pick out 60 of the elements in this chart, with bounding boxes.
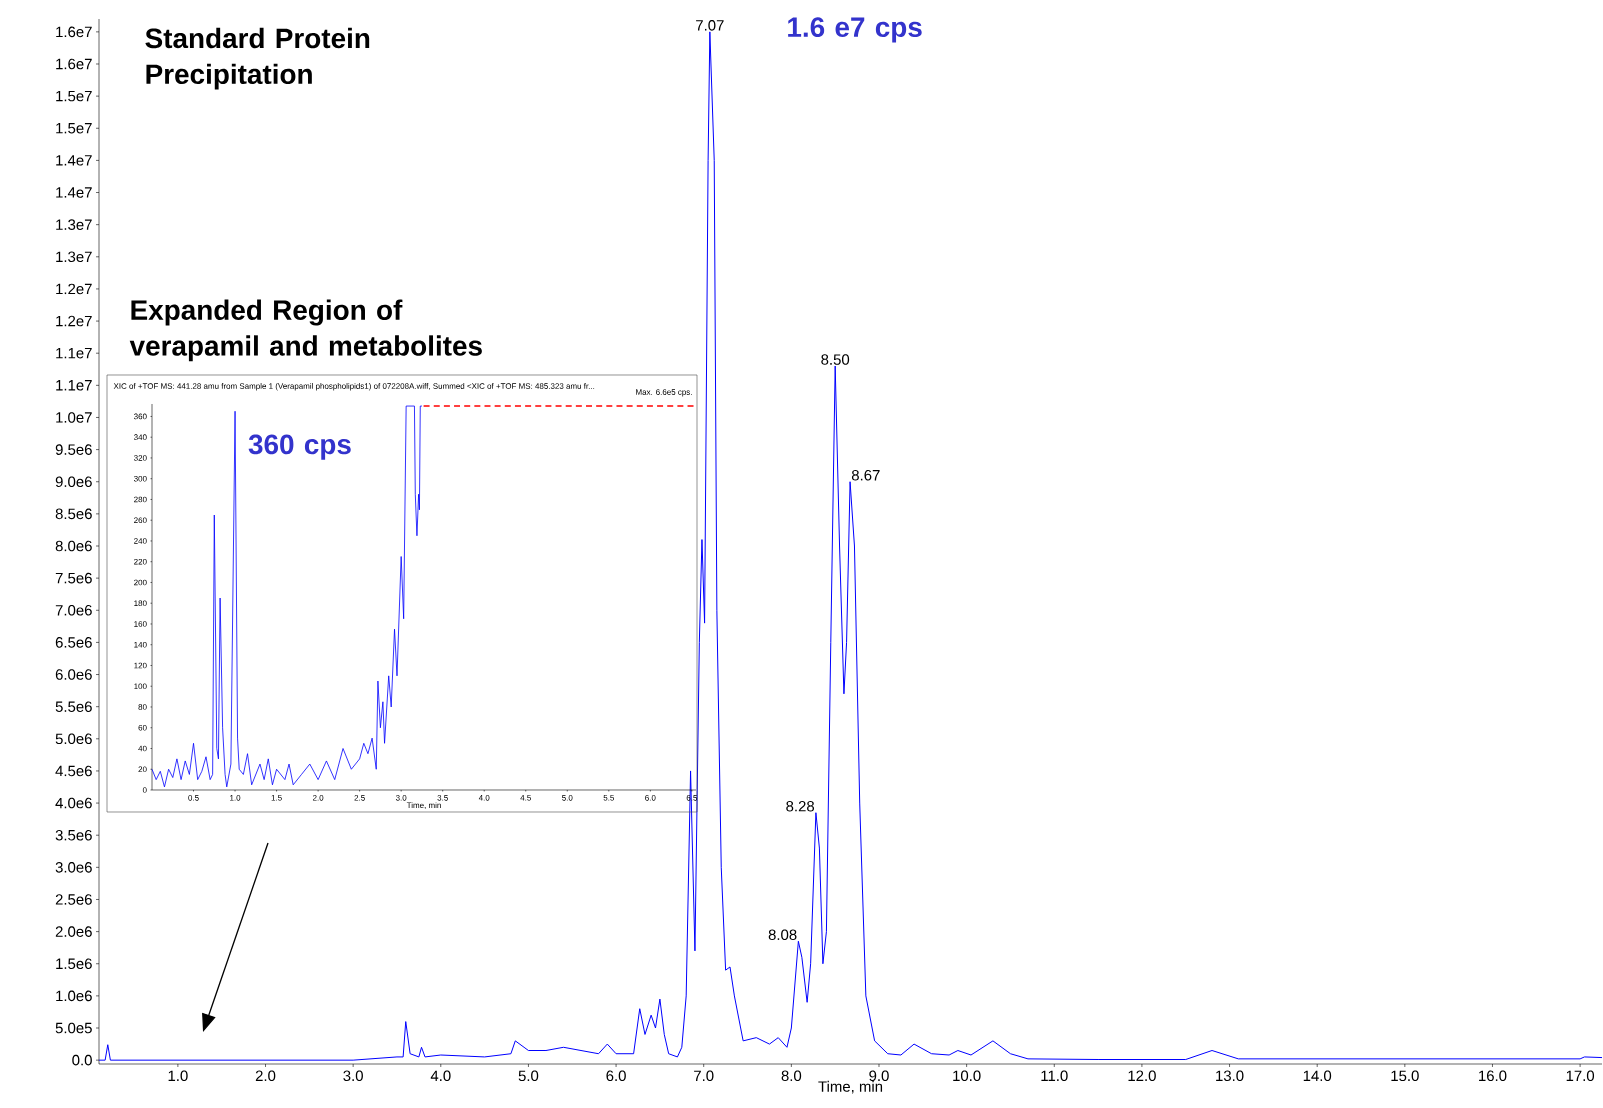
annotation: 8.67 <box>851 469 880 481</box>
x-tick-label: 17.0 <box>1566 1070 1595 1082</box>
y-tick-label: 6.5e6 <box>55 637 92 648</box>
annotation: Expanded Region of verapamil and metabolites <box>129 299 482 362</box>
y-tick-label: 1.4e7 <box>56 155 92 166</box>
y-tick-label: 9.0e6 <box>55 476 92 488</box>
x-tick-label: 6.0 <box>606 1070 626 1082</box>
y-tick-label: 1.5e6 <box>56 958 92 970</box>
y-tick-label: 1.2e7 <box>56 315 92 327</box>
y-tick-label: 2.5e6 <box>55 894 92 905</box>
x-tick-label: 16.0 <box>1479 1070 1507 1082</box>
x-tick-label: 11.0 <box>1041 1070 1068 1082</box>
x-tick-label: 2.0 <box>255 1070 276 1082</box>
annotation: 8.08 <box>768 929 797 941</box>
y-tick-label: 8.0e6 <box>55 540 92 552</box>
y-tick-label: 7.5e6 <box>55 572 92 584</box>
x-tick-label: 14.0 <box>1303 1070 1332 1082</box>
x-tick-label: 12.0 <box>1128 1070 1156 1082</box>
y-tick-label: 1.0e7 <box>56 412 92 423</box>
y-tick-label: 5.5e6 <box>55 701 92 712</box>
x-tick-label: 13.0 <box>1216 1070 1244 1082</box>
annotation: 1.6 e7 cps <box>788 17 922 43</box>
x-axis-title: Time, min <box>818 1080 883 1094</box>
x-tick-label: 10.0 <box>953 1070 981 1082</box>
y-tick-label: 1.6e7 <box>56 26 92 38</box>
y-tick-label: 1.2e7 <box>56 283 92 295</box>
annotation: 7.07 <box>696 20 724 31</box>
y-tick-label: 1.3e7 <box>56 219 92 230</box>
y-tick-label: 5.0e6 <box>55 733 92 745</box>
y-tick-label: 1.6e7 <box>56 58 92 70</box>
y-tick-label: 3.0e6 <box>55 862 92 873</box>
y-tick-label: 1.1e7 <box>56 380 92 391</box>
x-tick-label: 7.0 <box>694 1070 714 1082</box>
annotation: 8.28 <box>786 800 815 812</box>
y-tick-label: 1.0e6 <box>56 990 92 1002</box>
x-tick-label: 5.0 <box>518 1070 539 1082</box>
y-tick-label: 8.5e6 <box>55 508 92 520</box>
y-tick-label: 9.5e6 <box>55 444 92 455</box>
y-tick-label: 1.1e7 <box>56 347 92 359</box>
y-tick-label: 1.5e7 <box>56 123 92 134</box>
y-tick-label: 7.0e6 <box>55 604 92 616</box>
y-tick-label: 2.0e6 <box>55 926 92 937</box>
x-tick-label: 9.0 <box>869 1070 889 1082</box>
x-tick-label: 8.0 <box>781 1070 802 1082</box>
y-tick-label: 1.3e7 <box>56 251 92 263</box>
y-tick-label: 4.5e6 <box>55 765 92 777</box>
annotation: 8.50 <box>821 354 850 365</box>
y-tick-label: 6.0e6 <box>55 669 92 680</box>
x-tick-label: 4.0 <box>430 1070 451 1082</box>
y-tick-label: 3.5e6 <box>55 829 92 841</box>
x-tick-label: 3.0 <box>343 1070 363 1082</box>
annotation: 360 cps <box>248 434 351 460</box>
y-tick-label: 4.0e6 <box>55 797 92 809</box>
y-tick-label: 1.4e7 <box>56 187 92 198</box>
y-tick-label: 5.0e5 <box>55 1022 92 1034</box>
y-tick-label: 1.5e7 <box>56 90 92 102</box>
x-tick-label: 1.0 <box>168 1070 188 1082</box>
x-tick-label: 15.0 <box>1391 1070 1419 1082</box>
y-tick-label: 0.0 <box>72 1054 92 1066</box>
annotation: Standard Protein Precipitation <box>145 27 370 90</box>
